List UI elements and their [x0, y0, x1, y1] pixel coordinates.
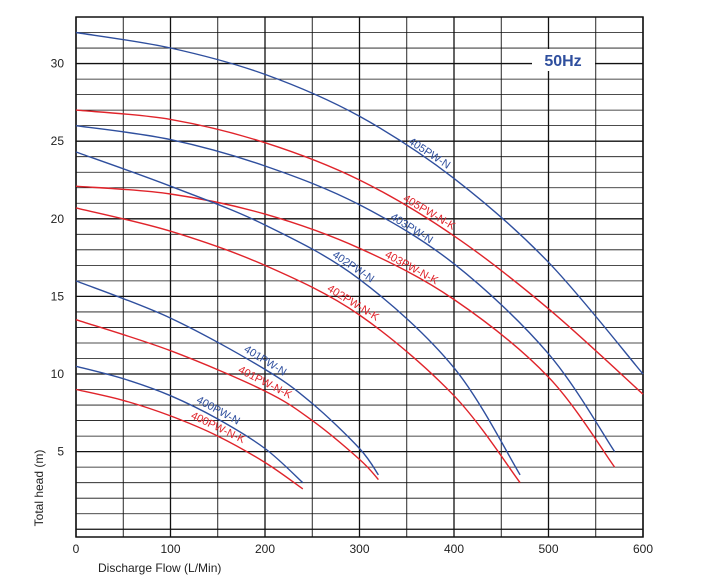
y-tick-label: 20 — [51, 212, 65, 226]
x-tick-label: 300 — [349, 542, 369, 556]
curve-401pw-n-k — [75, 319, 379, 481]
plot-frame — [75, 16, 644, 538]
frequency-badge — [532, 49, 595, 71]
curve-405pw-n-k — [75, 109, 644, 395]
x-tick-label: 400 — [444, 542, 464, 556]
x-tick-label: 600 — [633, 542, 653, 556]
series-label: 403PW-N-K — [383, 249, 441, 288]
curve-403pw-n — [75, 125, 616, 452]
curve-400pw-n — [75, 365, 304, 484]
x-axis-label: Discharge Flow (L/Min) — [98, 561, 221, 575]
curve-405pw-n — [75, 31, 644, 375]
y-tick-label: 15 — [51, 289, 65, 303]
y-tick-label: 5 — [57, 445, 64, 459]
x-tick-label: 500 — [538, 542, 558, 556]
x-tick-label: 200 — [255, 542, 275, 556]
x-tick-label: 100 — [160, 542, 180, 556]
y-tick-label: 25 — [51, 134, 65, 148]
y-tick-label: 10 — [51, 367, 65, 381]
curve-401pw-n — [75, 280, 379, 476]
y-tick-label: 30 — [51, 57, 65, 71]
series-label: 402PW-N — [330, 249, 376, 285]
curve-labels: 405PW-N405PW-N-K403PW-N403PW-N-K402PW-N4… — [189, 136, 458, 447]
curves — [75, 31, 644, 490]
curve-403pw-n-k — [75, 185, 616, 468]
curve-402pw-n-k — [75, 207, 521, 484]
tick-labels: 0 100 200 300 400 500 600 5 10 15 20 25 30 — [51, 57, 654, 556]
curve-402pw-n — [75, 151, 521, 476]
x-tick-label: 0 — [73, 542, 80, 556]
frequency-label: 50Hz — [544, 53, 581, 70]
y-axis-label: Total head (m) — [32, 450, 46, 527]
grid — [75, 16, 644, 538]
curve-400pw-n-k — [75, 388, 304, 490]
